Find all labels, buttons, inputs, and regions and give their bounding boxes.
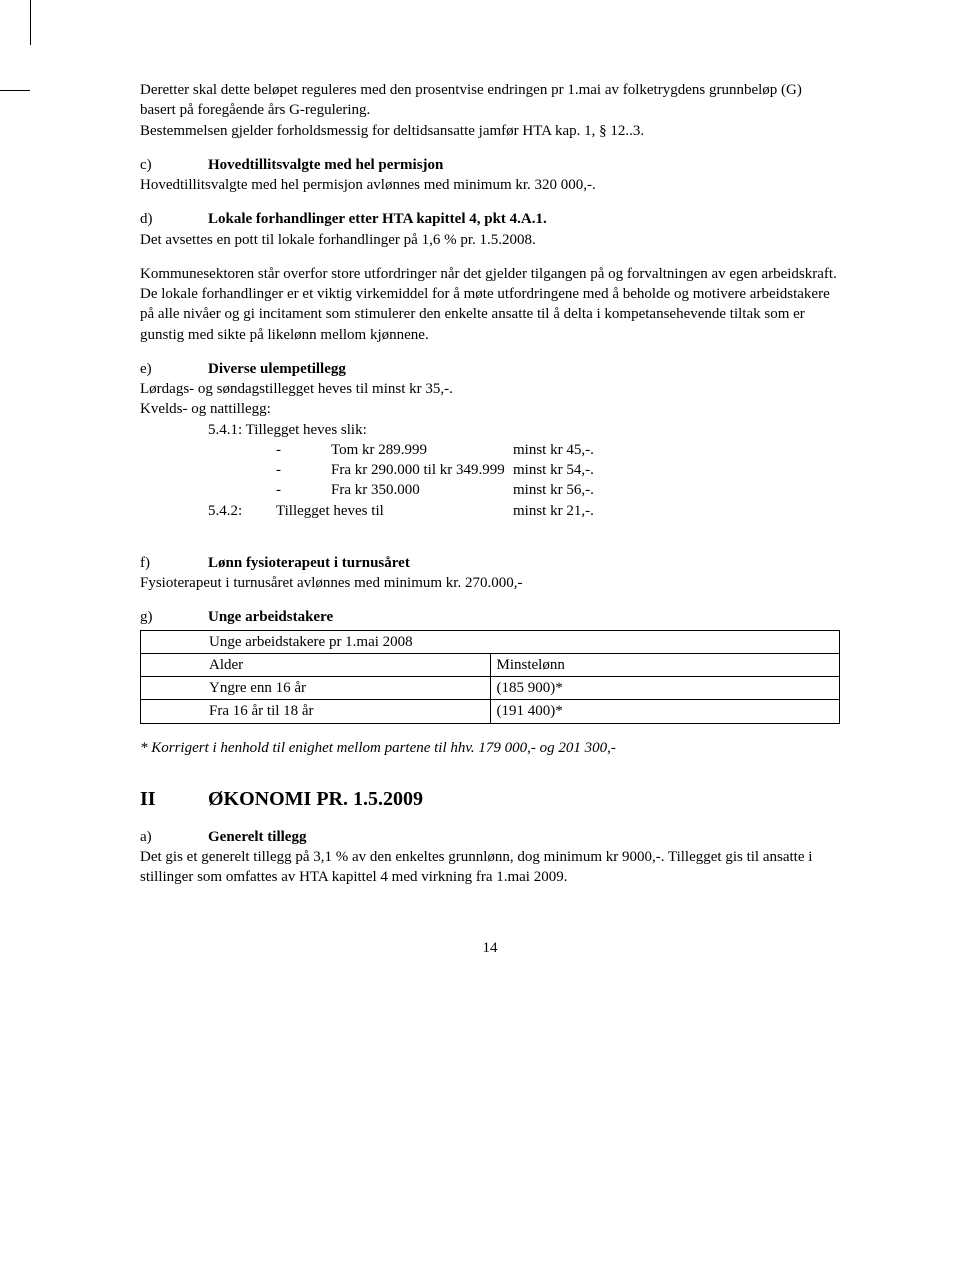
table-row: Yngre enn 16 år (185 900)* bbox=[141, 677, 840, 700]
table-cell: (185 900)* bbox=[490, 677, 840, 700]
left-text: Fra kr 350.000 bbox=[331, 480, 513, 500]
dash: - bbox=[276, 480, 331, 500]
item-title: Unge arbeidstakere bbox=[208, 607, 333, 627]
section-d-p2: Kommunesektoren står overfor store utfor… bbox=[140, 264, 840, 345]
section-II-a: a) Generelt tillegg Det gis et generelt … bbox=[140, 827, 840, 888]
table-row: Alder Minstelønn bbox=[141, 653, 840, 676]
crop-mark-vertical bbox=[30, 0, 31, 45]
text: Lørdags- og søndagstillegget heves til m… bbox=[140, 379, 840, 399]
section-II-heading: IIØKONOMI PR. 1.5.2009 bbox=[140, 786, 840, 813]
right-text: minst kr 21,-. bbox=[513, 501, 594, 521]
section-d: d) Lokale forhandlinger etter HTA kapitt… bbox=[140, 209, 840, 250]
young-workers-table: Unge arbeidstakere pr 1.mai 2008 Alder M… bbox=[140, 630, 840, 724]
table-cell: Alder bbox=[141, 653, 491, 676]
dash: - bbox=[276, 440, 331, 460]
body-text: Det gis et generelt tillegg på 3,1 % av … bbox=[140, 847, 840, 888]
intro-paragraph-1: Deretter skal dette beløpet reguleres me… bbox=[140, 80, 840, 141]
left-text: Fra kr 290.000 til kr 349.999 bbox=[331, 460, 513, 480]
bullet-row: -Tom kr 289.999minst kr 45,-. bbox=[140, 440, 840, 460]
body-text: Det avsettes en pott til lokale forhandl… bbox=[140, 230, 840, 250]
heading-text: ØKONOMI PR. 1.5.2009 bbox=[208, 788, 423, 810]
section-e: e) Diverse ulempetillegg Lørdags- og søn… bbox=[140, 359, 840, 521]
left-text: Tom kr 289.999 bbox=[331, 440, 513, 460]
item-label: c) bbox=[140, 155, 208, 175]
bullet-row: -Fra kr 290.000 til kr 349.999minst kr 5… bbox=[140, 460, 840, 480]
text: Kvelds- og nattillegg: bbox=[140, 399, 840, 419]
item-title: Diverse ulempetillegg bbox=[208, 359, 346, 379]
document-page: Deretter skal dette beløpet reguleres me… bbox=[0, 0, 960, 1018]
text: 5.4.1: Tillegget heves slik: bbox=[140, 420, 840, 440]
body-text: Fysioterapeut i turnusåret avlønnes med … bbox=[140, 573, 840, 593]
item-label: g) bbox=[140, 607, 208, 627]
text: Deretter skal dette beløpet reguleres me… bbox=[140, 80, 840, 121]
text: Kommunesektoren står overfor store utfor… bbox=[140, 264, 840, 284]
table-caption: Unge arbeidstakere pr 1.mai 2008 bbox=[141, 630, 840, 653]
table-cell: (191 400)* bbox=[490, 700, 840, 723]
roman-numeral: II bbox=[140, 786, 208, 813]
text: Bestemmelsen gjelder forholdsmessig for … bbox=[140, 121, 840, 141]
right-text: minst kr 54,-. bbox=[513, 460, 594, 480]
page-number: 14 bbox=[140, 938, 840, 958]
dash: - bbox=[276, 460, 331, 480]
bullet-row: -Fra kr 350.000minst kr 56,-. bbox=[140, 480, 840, 500]
e-line4: 5.4.2: Tillegget heves til minst kr 21,-… bbox=[140, 501, 840, 521]
section-f: f) Lønn fysioterapeut i turnusåret Fysio… bbox=[140, 553, 840, 594]
item-label: f) bbox=[140, 553, 208, 573]
item-title: Generelt tillegg bbox=[208, 827, 306, 847]
right-text: minst kr 56,-. bbox=[513, 480, 594, 500]
footnote: * Korrigert i henhold til enighet mellom… bbox=[140, 738, 840, 758]
item-label: a) bbox=[140, 827, 208, 847]
right-text: minst kr 45,-. bbox=[513, 440, 594, 460]
item-title: Lokale forhandlinger etter HTA kapittel … bbox=[208, 209, 547, 229]
table-cell: Minstelønn bbox=[490, 653, 840, 676]
e-rows-container: -Tom kr 289.999minst kr 45,-.-Fra kr 290… bbox=[140, 440, 840, 501]
prefix: 5.4.2: bbox=[208, 501, 276, 521]
text: De lokale forhandlinger er et viktig vir… bbox=[140, 284, 840, 345]
section-g: g) Unge arbeidstakere Unge arbeidstakere… bbox=[140, 607, 840, 723]
table-cell: Fra 16 år til 18 år bbox=[141, 700, 491, 723]
crop-mark-horizontal bbox=[0, 90, 30, 91]
table-row: Unge arbeidstakere pr 1.mai 2008 bbox=[141, 630, 840, 653]
table-row: Fra 16 år til 18 år (191 400)* bbox=[141, 700, 840, 723]
item-title: Hovedtillitsvalgte med hel permisjon bbox=[208, 155, 443, 175]
item-label: d) bbox=[140, 209, 208, 229]
item-label: e) bbox=[140, 359, 208, 379]
item-title: Lønn fysioterapeut i turnusåret bbox=[208, 553, 410, 573]
section-c: c) Hovedtillitsvalgte med hel permisjon … bbox=[140, 155, 840, 196]
left-text: Tillegget heves til bbox=[276, 501, 513, 521]
body-text: Hovedtillitsvalgte med hel permisjon avl… bbox=[140, 175, 840, 195]
table-cell: Yngre enn 16 år bbox=[141, 677, 491, 700]
